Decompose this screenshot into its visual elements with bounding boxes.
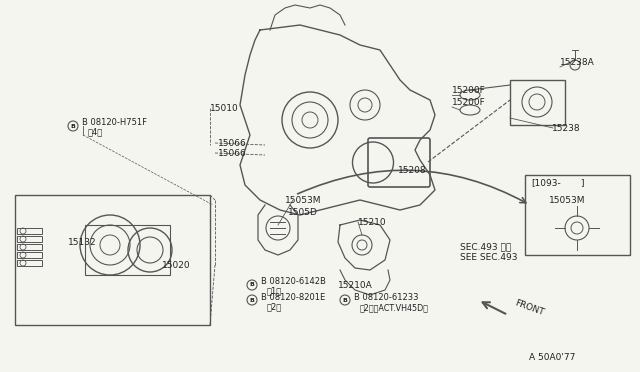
Text: （4）: （4） [88, 128, 103, 137]
Text: B 08120-6142B: B 08120-6142B [261, 276, 326, 285]
Text: B: B [250, 282, 255, 288]
FancyArrowPatch shape [483, 302, 506, 314]
Bar [17, 260, 42, 266]
Text: [1093-: [1093- [531, 179, 561, 187]
Text: 15066: 15066 [218, 138, 247, 148]
Text: 15020: 15020 [162, 260, 191, 269]
Text: A 50A0'77: A 50A0'77 [529, 353, 575, 362]
Text: （2）: （2） [267, 302, 282, 311]
Text: （2）（ACT.VH45D）: （2）（ACT.VH45D） [360, 304, 429, 312]
Text: FRONT: FRONT [513, 299, 545, 317]
Text: B: B [70, 124, 76, 128]
Bar [17, 236, 42, 242]
Bar [17, 244, 42, 250]
Text: B 08120-61233: B 08120-61233 [354, 294, 419, 302]
Text: 15200F: 15200F [452, 86, 486, 94]
Text: B 08120-H751F: B 08120-H751F [82, 118, 147, 126]
Text: B: B [342, 298, 348, 302]
Text: ]: ] [558, 179, 584, 187]
Text: 15238A: 15238A [560, 58, 595, 67]
Text: 15208: 15208 [398, 166, 427, 174]
Text: 15210: 15210 [358, 218, 387, 227]
Text: 15132: 15132 [68, 237, 97, 247]
Text: 15053M: 15053M [285, 196, 321, 205]
FancyArrowPatch shape [298, 170, 526, 203]
Bar [17, 228, 42, 234]
Text: 15200F: 15200F [452, 97, 486, 106]
Text: 1505D: 1505D [288, 208, 318, 217]
Text: SEC.493 参照: SEC.493 参照 [460, 243, 511, 251]
Text: （1）: （1） [267, 286, 282, 295]
Text: 15053M: 15053M [549, 196, 586, 205]
Bar [17, 252, 42, 258]
Text: 15238: 15238 [552, 124, 580, 132]
Bar [525, 175, 630, 255]
Text: SEE SEC.493: SEE SEC.493 [460, 253, 518, 262]
Text: 15010: 15010 [210, 103, 239, 112]
Text: B 08120-8201E: B 08120-8201E [261, 292, 325, 301]
Bar [15, 195, 210, 325]
Text: B: B [250, 298, 255, 302]
Text: 15210A: 15210A [338, 280, 372, 289]
Text: 15066: 15066 [218, 148, 247, 157]
Bar [85, 225, 170, 275]
Bar [510, 80, 565, 125]
